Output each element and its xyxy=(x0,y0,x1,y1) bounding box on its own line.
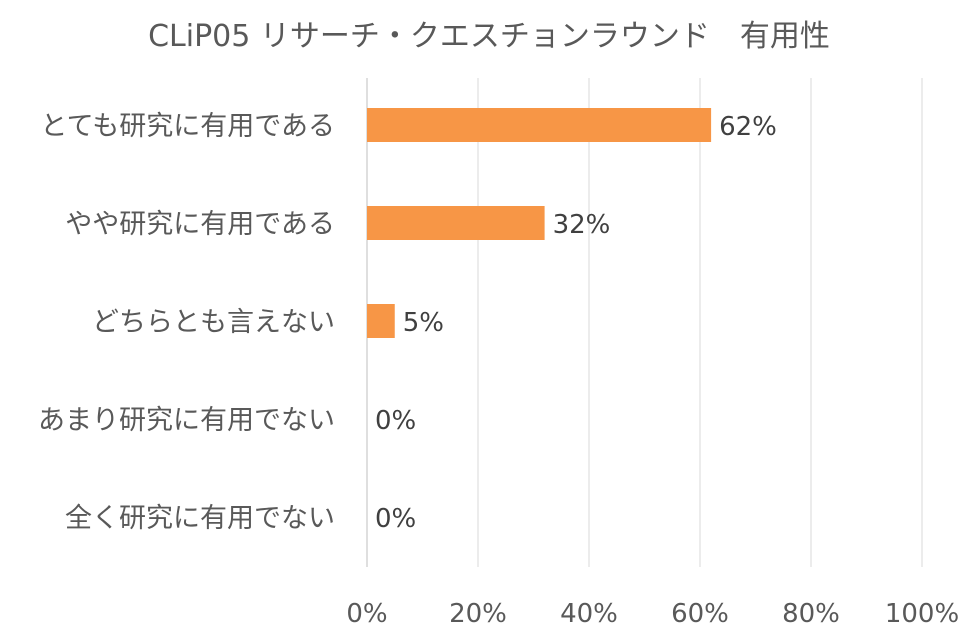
category-label: 全く研究に有用でない xyxy=(65,503,335,534)
x-tick-label: 40% xyxy=(560,599,618,629)
data-label: 0% xyxy=(375,504,416,534)
x-tick-label: 20% xyxy=(449,599,507,629)
data-labels: 62% 32% 5% 0% 0% xyxy=(375,112,777,534)
data-label: 62% xyxy=(719,112,777,142)
category-label: あまり研究に有用でない xyxy=(38,405,335,436)
category-label: やや研究に有用である xyxy=(65,209,335,240)
category-labels: とても研究に有用であるやや研究に有用であるどちらとも言えないあまり研究に有用でな… xyxy=(38,111,335,534)
data-label: 0% xyxy=(375,406,416,436)
gridlines xyxy=(366,78,923,567)
data-label: 5% xyxy=(403,308,444,338)
x-tick-label: 0% xyxy=(346,599,387,629)
chart-title: CLiP05 リサーチ・クエスチョンラウンド 有用性 xyxy=(148,19,830,54)
bar xyxy=(367,206,545,240)
x-tick-label: 80% xyxy=(782,599,840,629)
bars xyxy=(367,108,712,338)
x-tick-label: 100% xyxy=(885,599,959,629)
bar xyxy=(367,304,395,338)
category-label: とても研究に有用である xyxy=(40,111,335,142)
data-label: 32% xyxy=(553,210,611,240)
x-tick-label: 60% xyxy=(671,599,729,629)
category-label: どちらとも言えない xyxy=(92,307,335,338)
bar xyxy=(367,108,712,142)
x-axis-tick-labels: 0% 20% 40% 60% 80% 100% xyxy=(346,599,959,629)
